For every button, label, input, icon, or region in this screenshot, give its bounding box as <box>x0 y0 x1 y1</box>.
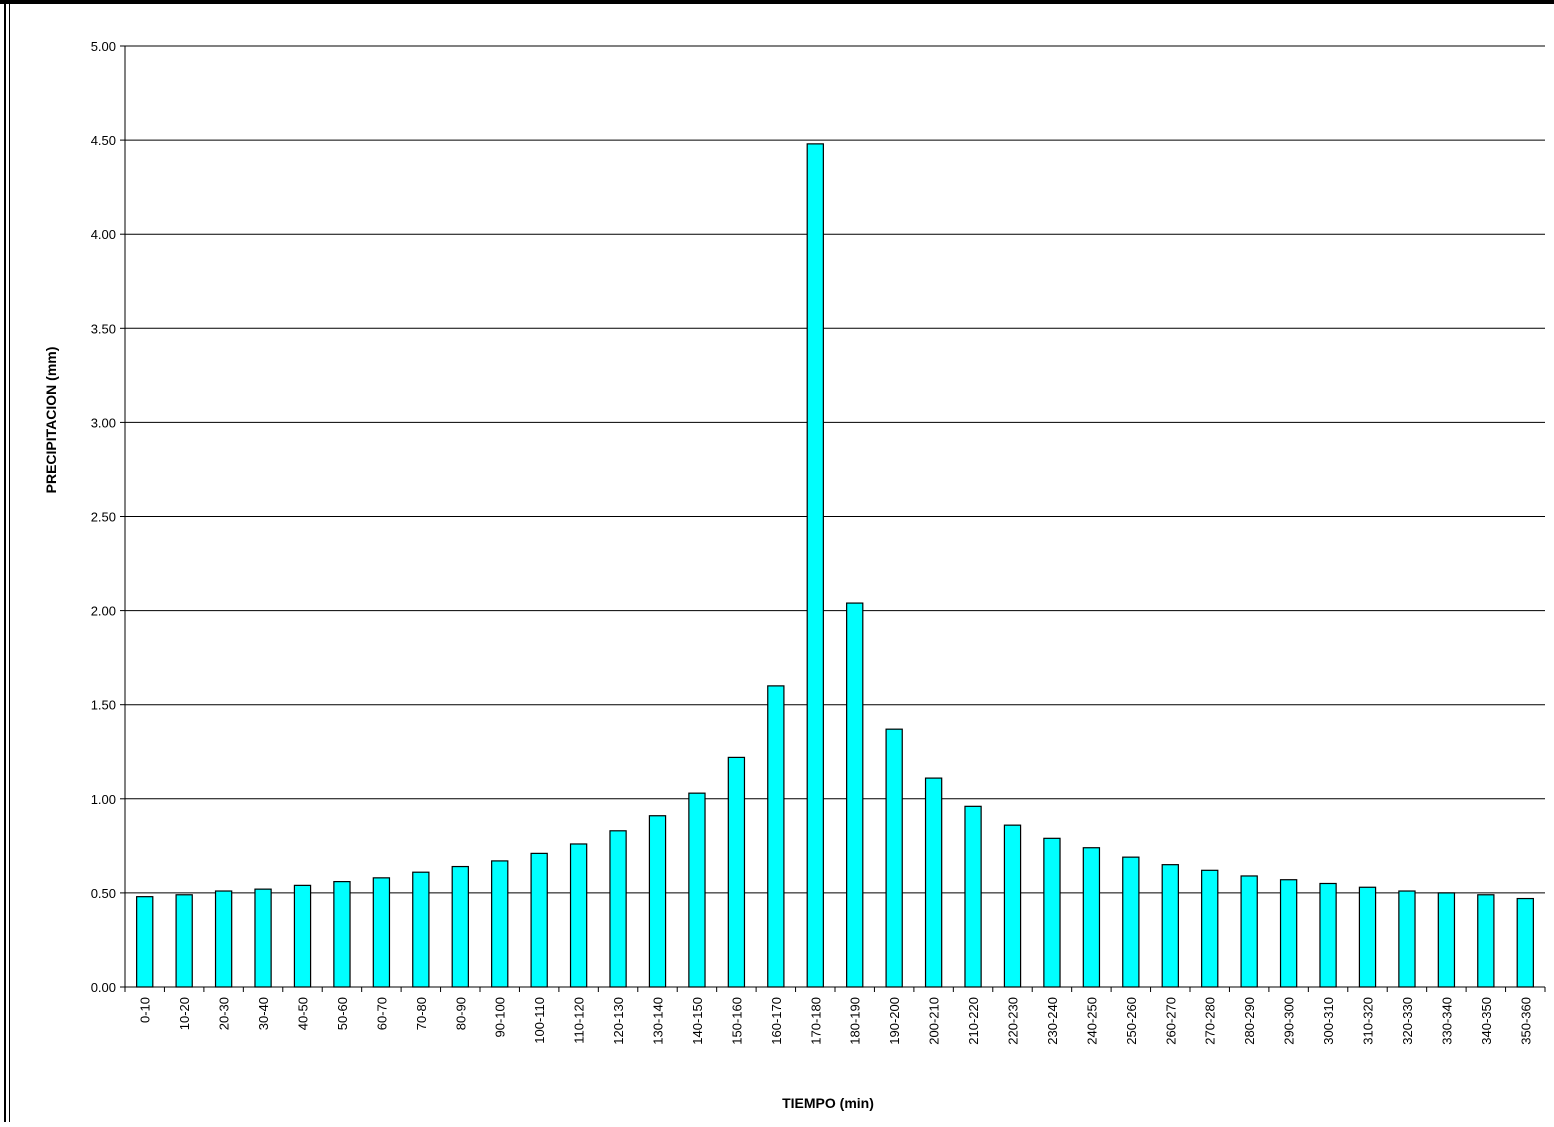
bar-260-270 <box>1161 864 1179 988</box>
y-tick-label: 3.50 <box>91 321 116 336</box>
x-tick-label: 270-280 <box>1203 997 1218 1045</box>
bar-290-300 <box>1279 879 1298 988</box>
x-tick-label: 70-80 <box>414 997 429 1030</box>
bar-80-90 <box>451 865 469 988</box>
y-axis-title: PRECIPITACION (mm) <box>43 347 59 494</box>
bar-100-110 <box>530 852 548 988</box>
bar-310-320 <box>1358 886 1377 988</box>
chart-border-top <box>0 0 1554 4</box>
bar-280-290 <box>1240 875 1258 988</box>
x-tick-label: 80-90 <box>453 997 468 1030</box>
x-tick-label: 240-250 <box>1084 997 1099 1045</box>
bar-50-60 <box>333 881 351 988</box>
bar-20-30 <box>214 890 233 988</box>
x-tick-label: 350-360 <box>1518 997 1533 1045</box>
x-tick-label: 60-70 <box>374 997 389 1030</box>
y-tick-label: 4.50 <box>91 133 116 148</box>
y-tick-label: 0.00 <box>91 980 116 995</box>
bar-170-180 <box>806 143 824 988</box>
chart-border-left <box>4 0 6 1122</box>
bar-140-150 <box>688 792 706 988</box>
x-tick-label: 10-20 <box>177 997 192 1030</box>
bar-240-250 <box>1082 847 1101 988</box>
y-tick-label: 1.00 <box>91 792 116 807</box>
x-tick-label: 140-150 <box>690 997 705 1045</box>
bar-30-40 <box>254 888 272 988</box>
x-tick-label: 160-170 <box>769 997 784 1045</box>
x-tick-label: 20-30 <box>217 997 232 1030</box>
x-tick-label: 50-60 <box>335 997 350 1030</box>
bar-90-100 <box>491 860 509 988</box>
bar-300-310 <box>1319 882 1337 988</box>
bar-130-140 <box>648 815 667 988</box>
x-tick-label: 0-10 <box>138 997 153 1023</box>
x-tick-label: 210-220 <box>966 997 981 1045</box>
bar-190-200 <box>885 728 903 988</box>
bar-0-10 <box>136 896 154 988</box>
x-tick-label: 310-320 <box>1361 997 1376 1045</box>
bar-340-350 <box>1477 894 1495 988</box>
y-tick-label: 2.50 <box>91 510 116 525</box>
x-tick-label: 100-110 <box>532 997 547 1044</box>
bar-110-120 <box>569 843 588 988</box>
axes <box>120 45 1546 992</box>
y-tick-label: 3.00 <box>91 415 116 430</box>
bar-320-330 <box>1398 890 1416 988</box>
bar-230-240 <box>1043 837 1061 988</box>
x-tick-label: 200-210 <box>927 997 942 1045</box>
x-tick-label: 130-140 <box>651 997 666 1045</box>
bar-40-50 <box>293 884 312 988</box>
x-axis-title: TIEMPO (min) <box>782 1095 874 1111</box>
y-tick-label: 5.00 <box>91 39 116 54</box>
bar-270-280 <box>1201 869 1219 988</box>
bar-60-70 <box>372 877 391 988</box>
bar-160-170 <box>767 685 785 988</box>
x-tick-label: 170-180 <box>808 997 823 1045</box>
bar-250-260 <box>1122 856 1140 988</box>
x-tick-label: 120-130 <box>611 997 626 1045</box>
bar-70-80 <box>412 871 430 988</box>
x-tick-label: 90-100 <box>493 997 508 1037</box>
x-tick-label: 300-310 <box>1321 997 1336 1045</box>
x-tick-labels: 0-10 10-20 20-30 30-40 40-50 50-60 60-70 70-80 8… <box>138 997 1534 1045</box>
y-tick-label: 0.50 <box>91 886 116 901</box>
y-tick-label: 2.00 <box>91 604 116 619</box>
x-tick-label: 220-230 <box>1006 997 1021 1045</box>
x-tick-label: 190-200 <box>887 997 902 1045</box>
y-tick-label: 1.50 <box>91 698 116 713</box>
x-tick-label: 330-340 <box>1439 997 1454 1045</box>
bar-220-230 <box>1003 824 1022 988</box>
y-tick-label: 4.00 <box>91 227 116 242</box>
x-tick-label: 250-260 <box>1124 997 1139 1045</box>
bars <box>136 143 1534 988</box>
x-tick-label: 280-290 <box>1242 997 1257 1045</box>
x-tick-label: 30-40 <box>256 997 271 1030</box>
bar-150-160 <box>727 756 746 988</box>
bar-200-210 <box>924 777 943 988</box>
x-tick-label: 320-330 <box>1400 997 1415 1045</box>
bar-180-190 <box>846 602 864 988</box>
x-tick-label: 260-270 <box>1163 997 1178 1045</box>
bar-120-130 <box>609 830 627 988</box>
grid-lines <box>125 45 1545 894</box>
y-tick-labels: 0.00 0.50 1.00 1.50 2.00 2.50 3.00 3.50 4.00 4.50… <box>91 39 116 995</box>
x-tick-label: 180-190 <box>848 997 863 1045</box>
x-tick-label: 340-350 <box>1479 997 1494 1045</box>
x-tick-label: 150-160 <box>729 997 744 1045</box>
chart-border-left-inner <box>9 0 10 1122</box>
bar-10-20 <box>175 894 193 988</box>
x-tick-label: 40-50 <box>296 997 311 1030</box>
x-tick-label: 110-120 <box>572 997 587 1044</box>
bar-210-220 <box>964 805 982 988</box>
bar-330-340 <box>1437 892 1456 988</box>
bar-350-360 <box>1516 897 1534 988</box>
x-tick-label: 290-300 <box>1282 997 1297 1045</box>
x-tick-label: 230-240 <box>1045 997 1060 1045</box>
